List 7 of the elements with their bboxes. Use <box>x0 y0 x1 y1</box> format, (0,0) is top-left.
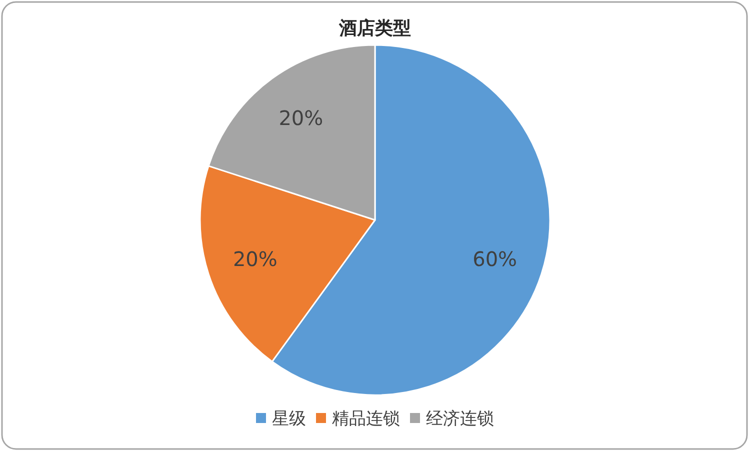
chart-title: 酒店类型 <box>338 18 411 39</box>
legend-label: 经济连锁 <box>426 409 494 429</box>
legend-label: 精品连锁 <box>332 409 400 429</box>
legend-label: 星级 <box>272 409 306 429</box>
data-label: 60% <box>472 246 518 271</box>
data-label: 20% <box>278 106 324 130</box>
data-label: 20% <box>232 246 278 271</box>
